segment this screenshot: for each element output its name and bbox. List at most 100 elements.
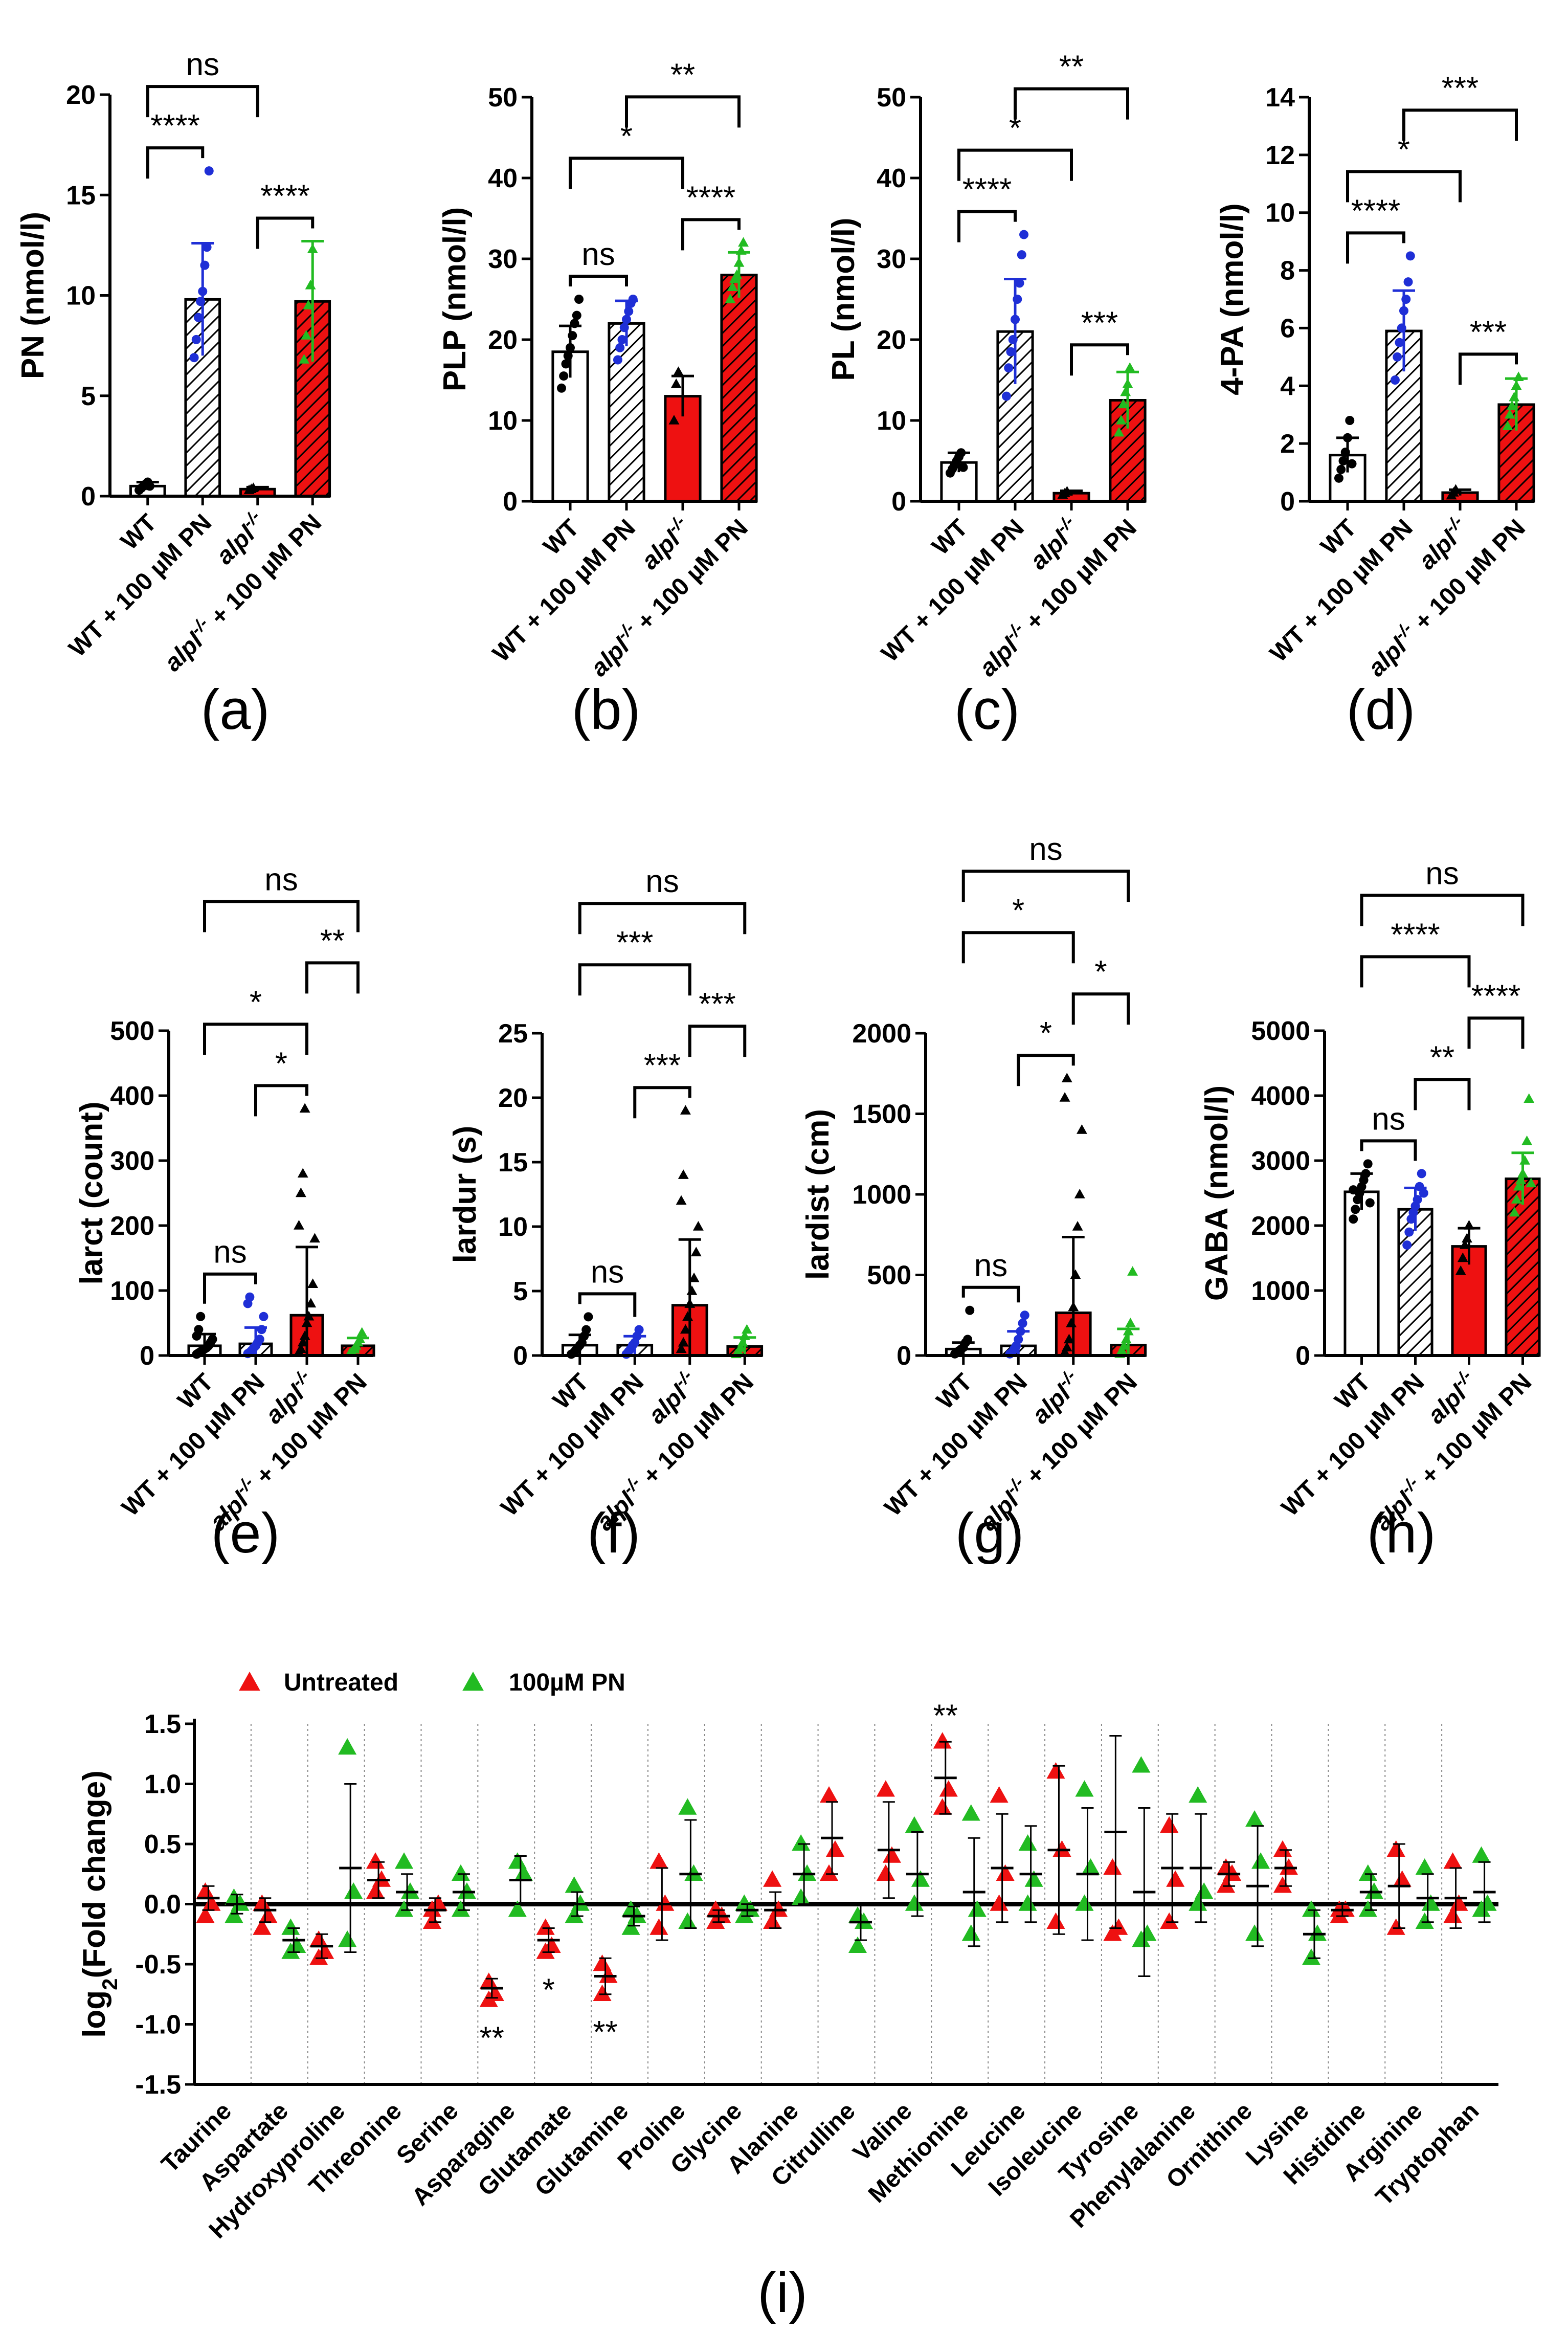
y-tick-label: 10 xyxy=(877,406,906,436)
y-tick-label: 4 xyxy=(1280,371,1295,401)
data-point xyxy=(245,1292,255,1302)
significance-label: ns xyxy=(213,1235,247,1270)
data-point xyxy=(574,295,584,304)
data-point xyxy=(628,295,638,304)
significance-bracket xyxy=(961,1285,1020,1303)
significance-label: ns xyxy=(186,47,219,82)
y-axis-label: larct (count) xyxy=(74,1101,109,1284)
significance-label: ** xyxy=(670,57,695,93)
data-point xyxy=(1160,1912,1179,1929)
significance-bracket xyxy=(569,157,684,189)
data-point xyxy=(634,1325,644,1335)
data-point xyxy=(1395,338,1404,347)
data-point xyxy=(1443,1906,1462,1923)
data-point xyxy=(939,1780,958,1797)
y-tick-label: 14 xyxy=(1265,83,1295,113)
data-point xyxy=(1127,1266,1138,1276)
significance-label: *** xyxy=(1081,305,1118,341)
data-point xyxy=(649,1852,668,1869)
significance-bracket xyxy=(146,146,205,179)
bar xyxy=(1343,1190,1380,1357)
data-point xyxy=(1059,1346,1070,1357)
y-tick-label: 20 xyxy=(488,325,518,355)
category-label: WT xyxy=(548,1368,594,1414)
data-point xyxy=(905,1894,924,1911)
significance-bracket xyxy=(203,1272,257,1304)
significance-label: **** xyxy=(1471,979,1521,1014)
data-point xyxy=(309,1948,328,1965)
y-tick-label: 20 xyxy=(877,325,906,355)
data-point xyxy=(196,1882,215,1899)
data-point xyxy=(1349,1185,1358,1195)
data-point xyxy=(819,1786,839,1803)
y-tick-label: 20 xyxy=(498,1083,528,1113)
data-point xyxy=(193,313,203,322)
significance-label: **** xyxy=(686,180,736,215)
significance-label: *** xyxy=(1470,315,1507,350)
data-point xyxy=(1364,1882,1383,1899)
y-tick-label: 50 xyxy=(488,83,518,113)
y-tick-label: 0.5 xyxy=(144,1830,181,1859)
y-tick-label: 1000 xyxy=(1251,1276,1310,1306)
data-point xyxy=(1358,1864,1377,1881)
data-point xyxy=(876,1864,895,1881)
panel-label: (b) xyxy=(572,678,640,741)
data-point xyxy=(621,1918,640,1935)
significance-bracket xyxy=(1402,108,1518,141)
y-tick-label: -1.0 xyxy=(135,2010,181,2040)
data-point xyxy=(961,1924,980,1941)
y-tick-label: 15 xyxy=(498,1148,528,1177)
data-point xyxy=(1511,1194,1522,1204)
data-point xyxy=(1001,391,1011,401)
significance-label: ** xyxy=(1059,50,1084,85)
y-tick-label: 40 xyxy=(877,164,906,193)
data-point xyxy=(196,1906,215,1923)
data-point xyxy=(1504,409,1515,419)
data-point xyxy=(202,242,212,252)
data-point xyxy=(1223,1864,1242,1881)
data-point xyxy=(253,1894,272,1911)
y-axis-label: PL (nmol/l) xyxy=(826,217,861,381)
data-point xyxy=(338,1738,357,1755)
significance-bracket xyxy=(957,148,1073,181)
significance-label: **** xyxy=(260,179,310,214)
data-point xyxy=(1513,1181,1524,1191)
data-point xyxy=(1334,473,1343,483)
data-point xyxy=(295,1343,306,1353)
data-point xyxy=(676,1343,687,1353)
data-point xyxy=(1046,1762,1065,1779)
y-tick-label: 10 xyxy=(1265,198,1295,228)
y-axis-label: PN (nmol/l) xyxy=(15,212,51,379)
data-point xyxy=(854,1912,873,1929)
significance-label: ns xyxy=(581,237,615,272)
data-point xyxy=(1103,1924,1122,1941)
data-point xyxy=(1075,1780,1094,1797)
data-point xyxy=(1075,1894,1094,1911)
data-point xyxy=(1472,1900,1491,1917)
y-tick-label: 25 xyxy=(498,1019,528,1049)
data-point xyxy=(297,1337,308,1347)
y-tick-label: 8 xyxy=(1280,256,1295,286)
y-tick-label: 300 xyxy=(110,1146,154,1176)
data-point xyxy=(1018,1319,1027,1328)
data-point xyxy=(1015,278,1024,288)
data-point xyxy=(281,1918,300,1935)
data-point xyxy=(1349,1214,1358,1224)
y-tick-label: 100 xyxy=(110,1276,154,1306)
significance-bracket xyxy=(1346,170,1462,203)
data-point xyxy=(1019,230,1029,239)
data-point xyxy=(255,1335,264,1344)
data-point xyxy=(1189,1786,1207,1803)
y-tick-label: 1500 xyxy=(852,1100,911,1129)
data-point xyxy=(372,1870,391,1887)
data-point xyxy=(422,1912,441,1929)
y-axis-label: lardur (s) xyxy=(447,1126,483,1263)
significance-bracket xyxy=(625,95,741,128)
data-point xyxy=(738,237,749,247)
significance-bracket xyxy=(203,900,360,932)
y-axis-label: PLP (nmol/l) xyxy=(437,207,473,392)
y-tick-label: -1.5 xyxy=(135,2070,181,2100)
significance-bracket xyxy=(1070,343,1129,376)
y-tick-label: 2000 xyxy=(852,1019,911,1049)
